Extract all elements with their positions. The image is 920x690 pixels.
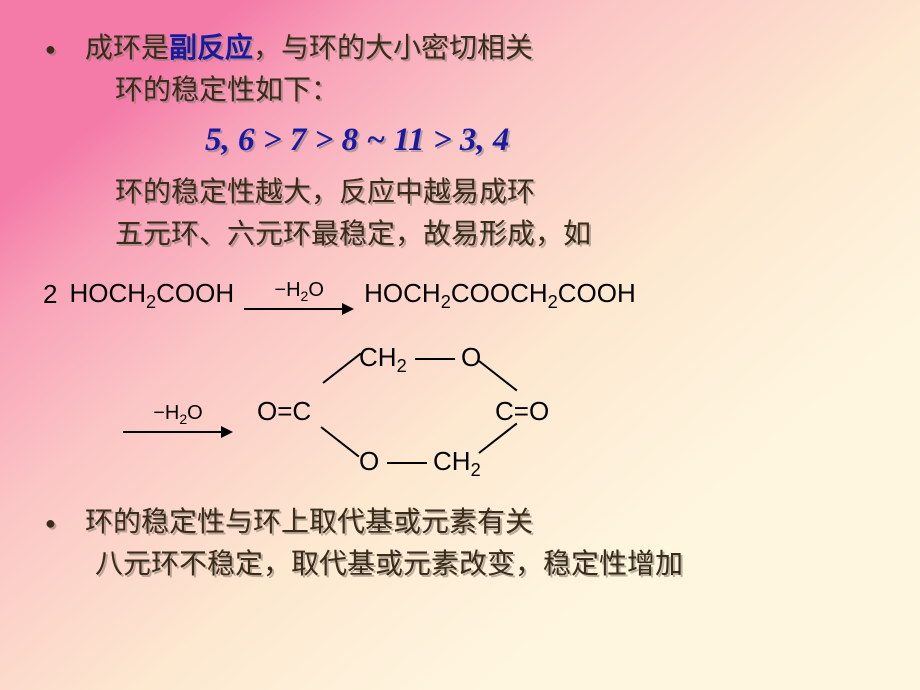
bullet-2: 环的稳定性与环上取代基或元素有关 <box>35 502 885 544</box>
ring-top-o: O <box>461 344 481 370</box>
ring-product: CH2 O O=C C=O O CH2 <box>251 348 551 488</box>
arrow-line-icon <box>244 303 354 315</box>
line-stability-rule: 环的稳定性越大，反应中越易成环 <box>35 172 885 214</box>
glycolide-ring: CH2 O O=C C=O O CH2 <box>251 348 551 488</box>
ring-right-co: C=O <box>495 398 549 424</box>
bullet1-post: ，与环的大小密切相关 <box>253 33 533 64</box>
line-stability-heading: 环的稳定性如下： <box>35 70 885 112</box>
reaction-step-1: 2 HOCH2COOH −H2O HOCH2COOCH2COOH <box>43 274 885 316</box>
bullet-1: 成环是副反应，与环的大小密切相关 <box>35 28 885 70</box>
bullet-2-sub: 八元环不稳定，取代基或元素改变，稳定性增加 <box>35 544 885 586</box>
rxn-product-1: HOCH2COOCH2COOH <box>364 274 636 316</box>
stability-formula-wrap: 5, 6 > 7 > 8 ~ 11 > 3, 4 <box>35 116 885 166</box>
rxn-reactant: HOCH2COOH <box>69 274 234 316</box>
ring-bottom-ch2: CH2 <box>433 448 481 479</box>
stability-formula: 5, 6 > 7 > 8 ~ 11 > 3, 4 <box>205 122 509 158</box>
ring-left-co: O=C <box>257 398 311 424</box>
ring-bottom-o: O <box>359 448 379 474</box>
bullet1-pre: 成环是 <box>85 33 169 64</box>
rxn-coef: 2 <box>43 275 57 314</box>
reaction-step-2: −H2O CH2 O O=C C=O O CH2 <box>113 348 885 488</box>
arrow-line-icon-2 <box>123 426 233 438</box>
line-five-six: 五元环、六元环最稳定，故易形成，如 <box>35 214 885 256</box>
reaction-scheme: 2 HOCH2COOH −H2O HOCH2COOCH2COOH −H2O CH… <box>43 274 885 488</box>
rxn-arrow-2: −H2O <box>123 398 233 438</box>
rxn-arrow-1: −H2O <box>244 275 354 315</box>
ring-top-ch2: CH2 <box>359 344 407 375</box>
bullet-2-block: 环的稳定性与环上取代基或元素有关 八元环不稳定，取代基或元素改变，稳定性增加 <box>35 502 885 586</box>
bullet1-hl: 副反应 <box>169 33 253 64</box>
